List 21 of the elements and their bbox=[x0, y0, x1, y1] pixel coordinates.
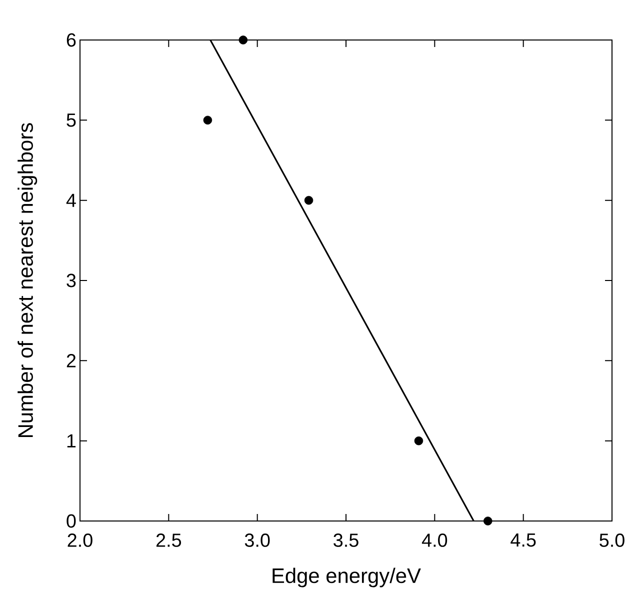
point bbox=[238, 36, 248, 44]
y-tick-label: 6 bbox=[66, 33, 76, 47]
x-tick-label: 2.5 bbox=[156, 534, 182, 547]
point bbox=[483, 516, 492, 526]
y-tick-label: 2 bbox=[66, 354, 76, 368]
y-tick-label: 1 bbox=[67, 434, 76, 448]
y-axis-title: Number of next nearest neighbors bbox=[18, 123, 38, 437]
y-tick-label: 4 bbox=[66, 194, 76, 207]
x-tick-label: 2.0 bbox=[68, 534, 92, 547]
x-tick-label: 4.5 bbox=[510, 534, 536, 547]
y-tick-label: 5 bbox=[66, 114, 76, 127]
x-tick-label: 5.0 bbox=[600, 534, 624, 547]
point bbox=[414, 436, 424, 446]
x-tick-label: 3.0 bbox=[244, 534, 270, 547]
y-tick-label: 0 bbox=[66, 514, 76, 528]
x-axis-title: Edge energy/eV bbox=[272, 568, 421, 588]
x-tick-label: 3.5 bbox=[334, 534, 358, 547]
point bbox=[203, 116, 212, 125]
x-tick-label: 4.0 bbox=[422, 534, 448, 547]
point bbox=[304, 196, 314, 205]
y-tick-label: 3 bbox=[66, 274, 76, 288]
